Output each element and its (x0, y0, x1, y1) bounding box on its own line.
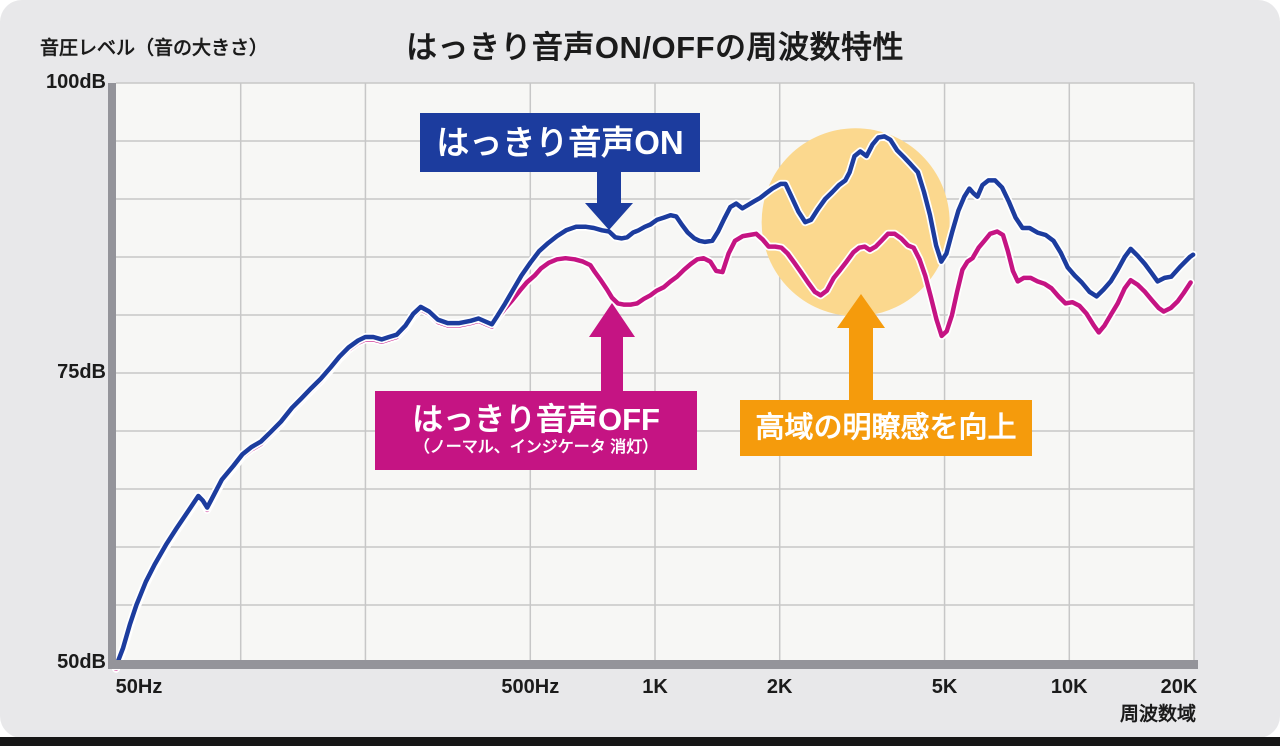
off-label-text: はっきり音声OFF (412, 401, 660, 437)
off-label-subtext: （ノーマル、インジケータ 消灯） (413, 439, 659, 457)
x-tick-label: 2K (766, 676, 793, 698)
off-label-box: はっきり音声OFF （ノーマル、インジケータ 消灯） (375, 391, 697, 470)
x-tick-label: 1K (642, 676, 668, 698)
y-tick-label: 75dB (57, 361, 106, 383)
on-label-text: はっきり音声ON (436, 124, 684, 161)
series-lines (112, 132, 1198, 673)
x-tick-label: 500Hz (501, 676, 560, 698)
y-tick-label: 50dB (57, 651, 106, 673)
highlight-label-text: 高域の明瞭感を向上 (755, 411, 1017, 444)
x-tick-label: 10K (1050, 676, 1088, 698)
highlight-label-box: 高域の明瞭感を向上 (740, 400, 1032, 456)
axis-bars (108, 83, 1198, 669)
highlight-arrow-icon (837, 294, 885, 401)
on-label-box: はっきり音声ON (420, 113, 700, 172)
highlight-circle (761, 128, 950, 317)
x-tick-label: 5K (931, 676, 958, 698)
x-tick-label: 20K (1160, 676, 1198, 698)
y-tick-label: 100dB (45, 71, 106, 93)
x-axis-title: 周波数域 (1119, 704, 1196, 725)
on-arrow-icon (585, 172, 633, 230)
off-arrow-icon (589, 303, 635, 394)
chart-title: はっきり音声ON/OFFの周波数特性 (405, 30, 905, 65)
gridlines (116, 82, 1195, 664)
x-tick-label: 50Hz (115, 676, 163, 698)
y-axis-title: 音圧レベル（音の大きさ） (40, 38, 269, 59)
bottom-divider-strip (0, 737, 1280, 746)
